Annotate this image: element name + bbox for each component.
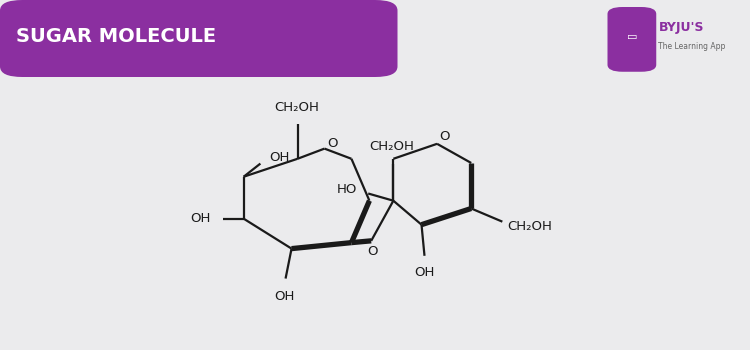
Text: CH₂OH: CH₂OH [370, 140, 415, 153]
Text: OH: OH [414, 266, 435, 279]
Text: O: O [368, 245, 378, 258]
Text: OH: OH [190, 212, 211, 225]
Text: The Learning App: The Learning App [658, 42, 726, 51]
Text: O: O [439, 130, 449, 143]
Text: CH₂OH: CH₂OH [274, 102, 319, 114]
Text: ▭: ▭ [627, 33, 637, 42]
Text: OH: OH [274, 290, 295, 303]
Text: O: O [328, 137, 338, 150]
Text: HO: HO [337, 183, 357, 196]
Text: OH: OH [269, 151, 290, 164]
Text: SUGAR MOLECULE: SUGAR MOLECULE [16, 27, 217, 46]
Text: CH₂OH: CH₂OH [508, 220, 552, 233]
Text: BYJU'S: BYJU'S [658, 21, 704, 35]
